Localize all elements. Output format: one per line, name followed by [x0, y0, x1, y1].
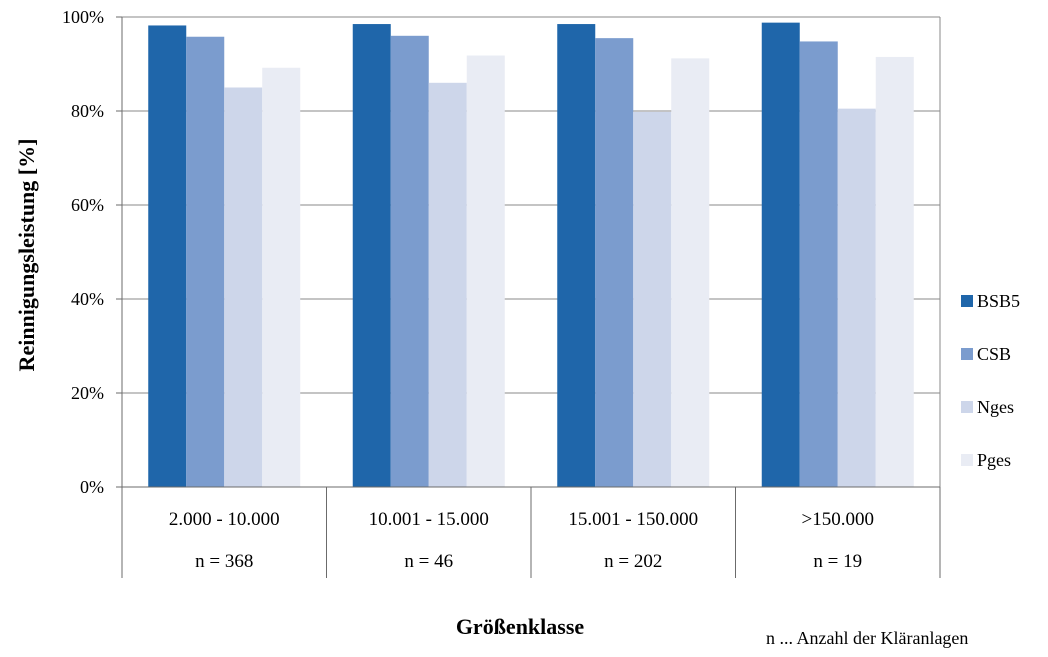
bar-bsb5-1	[148, 25, 187, 488]
y-axis-title: Reinnigungsleistung [%]	[14, 139, 39, 372]
y-tick-label: 60%	[71, 195, 104, 215]
bar-bsb5-2	[352, 24, 391, 488]
y-tick-label: 0%	[80, 477, 104, 497]
legend: BSB5 CSB Nges Pges	[961, 291, 1020, 470]
x-category-label: 15.001 - 150.000	[568, 509, 698, 530]
bar-csb-4	[799, 41, 838, 487]
sample-size-label: n = 202	[604, 551, 662, 572]
axes	[116, 16, 941, 488]
bar-pges-3	[671, 58, 710, 488]
x-category-label: >150.000	[802, 509, 874, 530]
bar-csb-3	[595, 38, 634, 488]
x-category-label: 2.000 - 10.000	[169, 509, 280, 530]
bar-bsb5-3	[557, 24, 596, 488]
x-category-label: 10.001 - 15.000	[369, 509, 489, 530]
bar-nges-3	[633, 111, 672, 487]
bar-csb-2	[390, 35, 429, 488]
y-tick-labels: 0% 20% 40% 60% 80% 100%	[62, 7, 104, 497]
bar-nges-4	[837, 108, 876, 488]
sample-size-label: n = 19	[813, 551, 862, 572]
bar-bsb5-4	[761, 22, 800, 487]
legend-swatch-csb	[961, 348, 973, 360]
y-tick-label: 80%	[71, 101, 104, 121]
bars	[148, 22, 914, 488]
bar-pges-1	[262, 67, 301, 487]
y-tick-label: 20%	[71, 383, 104, 403]
legend-swatch-bsb5	[961, 295, 973, 307]
sample-size-label: n = 46	[404, 551, 453, 572]
legend-swatch-pges	[961, 454, 973, 466]
x-axis-title: Größenklasse	[456, 614, 585, 639]
footnote: n ... Anzahl der Kläranlagen	[766, 628, 968, 648]
bar-nges-2	[428, 82, 467, 488]
bar-nges-1	[224, 87, 263, 487]
legend-label-csb: CSB	[977, 344, 1011, 364]
y-tick-label: 100%	[62, 7, 104, 27]
legend-label-nges: Nges	[977, 397, 1014, 417]
bar-csb-1	[186, 36, 225, 488]
category-table: 2.000 - 10.000 n = 368 10.001 - 15.000 n = …	[121, 487, 941, 578]
legend-label-pges: Pges	[977, 450, 1011, 470]
bar-pges-4	[875, 56, 914, 487]
legend-label-bsb5: BSB5	[977, 291, 1020, 311]
sample-size-label: n = 368	[195, 551, 253, 572]
legend-swatch-nges	[961, 401, 973, 413]
y-tick-label: 40%	[71, 289, 104, 309]
bar-pges-2	[466, 55, 505, 487]
